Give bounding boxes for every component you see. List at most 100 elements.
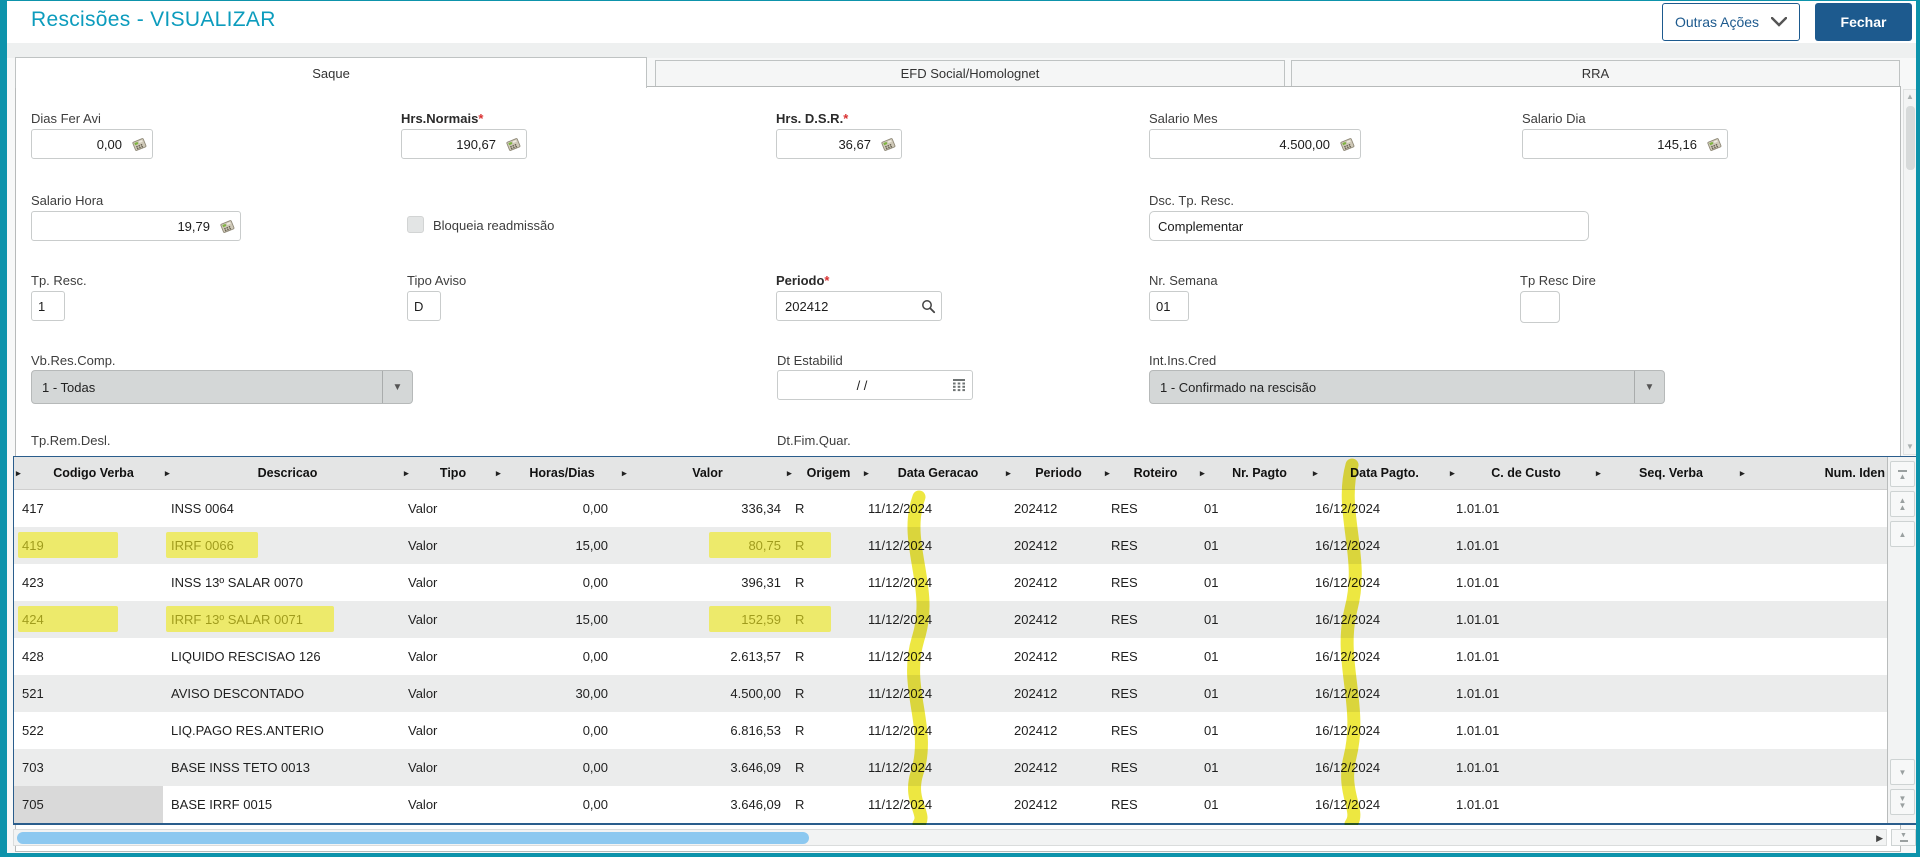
grid-cell[interactable]: 16/12/2024 (1315, 501, 1381, 516)
grid-cell[interactable]: 703 (22, 760, 44, 775)
calculator-icon[interactable] (126, 136, 152, 153)
grid-cell[interactable]: 11/12/2024 (868, 575, 933, 590)
grid-cell[interactable]: 1.01.01 (1456, 612, 1500, 627)
grid-cell[interactable]: 01 (1204, 649, 1219, 664)
grid-cell[interactable]: 11/12/2024 (868, 538, 933, 553)
column-header[interactable]: ▸ Valor (622, 466, 723, 480)
grid-cell[interactable]: 16/12/2024 (1315, 612, 1381, 627)
grid-cell[interactable]: 1.01.01 (1456, 797, 1500, 812)
hrs-normais-input[interactable]: 190,67 (401, 129, 527, 159)
grid-cell[interactable]: 423 (22, 575, 44, 590)
table-row[interactable]: 424 IRRF 13º SALAR 0071 Valor 15,00 152,59 R 1… (14, 601, 1887, 638)
dias-fer-avi-input[interactable]: 0,00 (31, 129, 153, 159)
table-row[interactable]: 703 BASE INSS TETO 0013 Valor 0,00 3.646,09 R… (14, 749, 1887, 786)
scroll-right-icon[interactable]: ▶ (1876, 833, 1883, 843)
grid-cell[interactable]: INSS 13º SALAR 0070 (171, 575, 303, 590)
grid-cell[interactable]: R (795, 538, 805, 553)
calendar-icon[interactable] (946, 378, 972, 392)
grid-cell[interactable]: 705 (14, 786, 163, 823)
column-header[interactable]: ▸ Nr. Pagto (1200, 466, 1287, 480)
grid-cell[interactable]: Valor (408, 760, 438, 775)
grid-cell[interactable]: 1.01.01 (1456, 649, 1500, 664)
grid-cell[interactable]: 202412 (1014, 649, 1058, 664)
grid-cell[interactable]: 80,75 (748, 538, 781, 553)
grid-cell[interactable]: 419 (22, 538, 44, 553)
periodo-input[interactable]: 202412 (776, 291, 942, 321)
grid-cell[interactable]: 428 (22, 649, 44, 664)
tab-rra[interactable]: RRA (1291, 60, 1900, 87)
grid-cell[interactable]: 6.816,53 (730, 723, 781, 738)
grid-cell[interactable] (1738, 786, 1887, 823)
column-header[interactable]: ▸ Data Pagto. (1313, 466, 1419, 480)
grid-cell[interactable]: RES (1111, 501, 1138, 516)
calculator-icon[interactable] (1701, 136, 1727, 153)
row-up-icon[interactable]: ▲ (1890, 521, 1915, 547)
scroll-down-icon[interactable]: ▼ (1906, 442, 1914, 451)
grid-cell[interactable]: 11/12/2024 (868, 723, 933, 738)
grid-cell[interactable]: Valor (408, 723, 438, 738)
search-icon[interactable] (915, 299, 941, 314)
close-button[interactable]: Fechar (1815, 3, 1912, 41)
grid-cell[interactable]: 16/12/2024 (1315, 649, 1381, 664)
grid-cell[interactable]: 1.01.01 (1456, 760, 1500, 775)
grid-cell[interactable]: 521 (22, 686, 44, 701)
grid-cell[interactable]: 11/12/2024 (868, 649, 933, 664)
grid-cell[interactable]: 30,00 (575, 686, 608, 701)
grid-cell[interactable]: 1.01.01 (1456, 575, 1500, 590)
grid-cell[interactable]: 01 (1204, 723, 1219, 738)
table-row[interactable]: 705 BASE IRRF 0015 Valor 0,00 3.646,09 R 11/12… (14, 786, 1887, 823)
grid-cell[interactable]: 01 (1204, 797, 1219, 812)
grid-cell[interactable]: INSS 0064 (171, 501, 234, 516)
grid-cell[interactable]: RES (1111, 797, 1138, 812)
grid-cell[interactable]: IRRF 0066 (171, 538, 234, 553)
form-vertical-scrollbar[interactable]: ▲ ▼ (1903, 89, 1916, 455)
grid-cell[interactable]: 15,00 (575, 612, 608, 627)
column-header[interactable]: ▸ Periodo (1006, 466, 1082, 480)
grid-cell[interactable]: 01 (1204, 501, 1219, 516)
grid-cell[interactable] (1594, 712, 1738, 749)
column-header[interactable]: ▸ Data Geracao (864, 466, 979, 480)
grid-cell[interactable] (1738, 638, 1887, 675)
vb-res-comp-dropdown[interactable]: 1 - Todas ▼ (31, 370, 413, 404)
grid-horizontal-scrollbar[interactable]: ▶ (13, 829, 1887, 846)
grid-cell[interactable]: 11/12/2024 (868, 797, 933, 812)
grid-cell[interactable]: Valor (408, 797, 438, 812)
grid-cell[interactable]: 11/12/2024 (868, 760, 933, 775)
grid-cell[interactable]: 202412 (1014, 612, 1058, 627)
grid-cell[interactable]: 202412 (1014, 797, 1058, 812)
grid-cell[interactable]: BASE INSS TETO 0013 (171, 760, 310, 775)
column-header[interactable]: ▸ Origem (787, 466, 851, 480)
grid-cell[interactable]: 202412 (1014, 760, 1058, 775)
grid-cell[interactable]: 3.646,09 (730, 797, 781, 812)
dt-estabilid-input[interactable]: / / (777, 370, 973, 400)
nr-semana-input[interactable]: 01 (1149, 291, 1189, 321)
tp-resc-dire-input[interactable] (1520, 291, 1560, 323)
grid-cell[interactable]: 16/12/2024 (1315, 797, 1381, 812)
grid-cell[interactable]: Valor (408, 575, 438, 590)
tp-resc-input[interactable]: 1 (31, 291, 65, 321)
column-header[interactable]: ▸ Descricao (165, 466, 318, 480)
scroll-up-icon[interactable]: ▲ (1906, 92, 1914, 101)
grid-cell[interactable]: 16/12/2024 (1315, 538, 1381, 553)
table-row[interactable]: 522 LIQ.PAGO RES.ANTERIO Valor 0,00 6.816,53… (14, 712, 1887, 749)
grid-cell[interactable]: RES (1111, 760, 1138, 775)
grid-cell[interactable]: Valor (408, 686, 438, 701)
column-header[interactable]: ▸ Codigo Verba (16, 466, 134, 480)
other-actions-button[interactable]: Outras Ações (1662, 3, 1800, 41)
table-row[interactable]: 419 IRRF 0066 Valor 15,00 80,75 R 11/12/2024 20… (14, 527, 1887, 564)
grid-cell[interactable] (1738, 675, 1887, 712)
grid-cell[interactable]: 0,00 (582, 760, 608, 775)
grid-cell[interactable]: 396,31 (741, 575, 781, 590)
salario-mes-input[interactable]: 4.500,00 (1149, 129, 1361, 159)
calculator-icon[interactable] (214, 218, 240, 235)
grid-cell[interactable]: 0,00 (582, 575, 608, 590)
grid-cell[interactable] (1594, 786, 1738, 823)
grid-cell[interactable]: RES (1111, 723, 1138, 738)
bloqueia-readmissao-checkbox[interactable] (407, 216, 424, 233)
table-row[interactable]: 417 INSS 0064 Valor 0,00 336,34 R 11/12/2024 20… (14, 490, 1887, 527)
grid-cell[interactable]: 202412 (1014, 723, 1058, 738)
grid-cell[interactable]: 11/12/2024 (868, 501, 933, 516)
hscrollbar-thumb[interactable] (17, 832, 809, 844)
grid-cell[interactable] (1594, 749, 1738, 786)
row-down-icon[interactable]: ▼ (1890, 759, 1915, 785)
